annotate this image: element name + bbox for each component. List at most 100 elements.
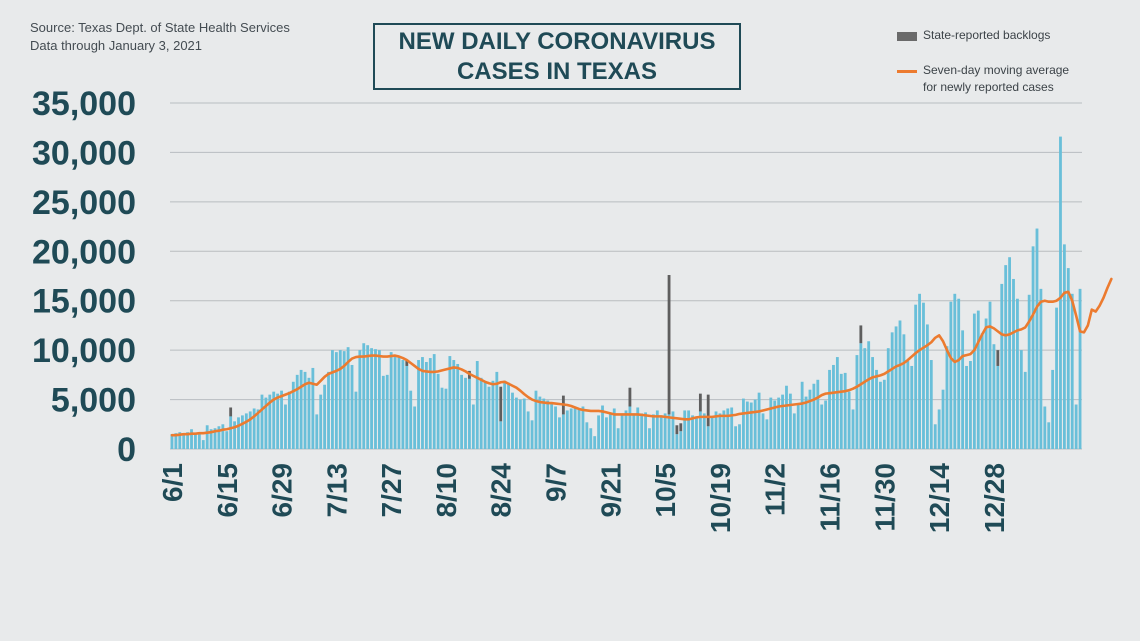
case-bar (487, 386, 491, 449)
legend-average-swatch (897, 70, 917, 73)
moving-average-line (170, 277, 1113, 437)
case-bar (546, 400, 550, 449)
case-bar (366, 345, 370, 449)
chart-title: NEW DAILY CORONAVIRUS CASES IN TEXAS (373, 23, 741, 90)
case-bar (765, 419, 769, 449)
case-bar (1019, 350, 1023, 449)
case-bar (851, 409, 855, 449)
case-bar (448, 356, 452, 449)
case-bar (1016, 298, 1019, 449)
case-bar (303, 371, 307, 449)
case-bar (456, 363, 460, 449)
case-bar (605, 417, 608, 449)
case-bar (342, 351, 346, 449)
case-bar (644, 412, 647, 449)
case-bar (538, 396, 542, 449)
case-bar (734, 426, 738, 449)
case-bar (291, 381, 295, 449)
case-bar (828, 369, 831, 449)
case-bar (726, 408, 730, 449)
case-bars (170, 136, 1082, 449)
case-bar (742, 398, 745, 449)
case-bar (992, 344, 996, 449)
case-bar (237, 417, 240, 449)
case-bar (170, 434, 174, 449)
case-bar (671, 411, 675, 449)
case-bar (346, 347, 350, 449)
case-bar (460, 374, 464, 449)
case-bar (491, 380, 495, 449)
case-bar (1051, 369, 1055, 449)
case-bar (691, 415, 694, 449)
case-bar (616, 428, 620, 449)
case-bar (718, 413, 722, 449)
case-bar (1059, 136, 1062, 449)
case-bar (965, 365, 968, 449)
case-bar (753, 399, 757, 449)
case-bar (812, 383, 816, 449)
case-bar (773, 400, 777, 449)
case-bar (561, 414, 565, 449)
case-bar (871, 357, 875, 449)
case-bar (503, 380, 507, 449)
case-bar (929, 360, 933, 449)
case-bar (714, 411, 718, 449)
backlog-bar (679, 423, 683, 432)
case-bar (495, 371, 499, 449)
case-bar (961, 330, 965, 449)
case-bar (1008, 257, 1011, 449)
y-tick-label: 5,000 (51, 382, 136, 420)
case-bar (444, 388, 448, 449)
case-bar (722, 410, 726, 449)
case-bar (749, 402, 753, 449)
case-bar (311, 367, 315, 449)
case-bar (1074, 404, 1078, 449)
legend-item-average: Seven-day moving average for newly repor… (897, 62, 1069, 96)
case-bar (651, 414, 655, 449)
case-bar (428, 358, 432, 449)
case-bar (698, 411, 702, 449)
case-bar (972, 313, 976, 449)
case-bar (377, 350, 381, 449)
x-axis-ticks: 6/1 6/15 6/29 7/13 7/27 8/10 8/24 9/7 9/21 10/5 10… (157, 463, 1010, 534)
case-bar (882, 379, 886, 449)
case-bar (511, 392, 514, 449)
backlog-bar (706, 394, 710, 427)
case-bar (534, 390, 538, 449)
case-bar (338, 350, 342, 449)
case-bar (1062, 244, 1066, 449)
case-bar (1047, 422, 1051, 449)
case-bar (800, 381, 804, 449)
case-bar (268, 394, 272, 449)
case-bar (663, 413, 667, 449)
case-bar (499, 421, 503, 449)
case-bar (518, 399, 522, 449)
source-note: Source: Texas Dept. of State Health Serv… (30, 19, 290, 55)
case-bar (1078, 288, 1082, 449)
case-bar (244, 413, 248, 449)
y-tick-label: 10,000 (32, 332, 136, 370)
case-bar (949, 301, 953, 449)
case-bar (906, 361, 910, 449)
case-bar (194, 434, 197, 449)
case-bar (761, 413, 765, 449)
case-bar (835, 357, 839, 449)
case-bar (315, 414, 319, 449)
case-bar (201, 440, 205, 449)
case-bar (898, 320, 902, 449)
x-tick-label: 6/29 (267, 463, 298, 518)
case-bar (217, 426, 221, 449)
case-bar (569, 408, 573, 449)
case-bar (1023, 371, 1027, 449)
case-bar (381, 375, 385, 449)
case-bar (804, 396, 808, 449)
case-bar (432, 354, 436, 449)
case-bar (1004, 265, 1008, 449)
case-bar (468, 378, 471, 449)
case-bar (953, 293, 957, 449)
case-bar (675, 434, 679, 449)
case-bar (526, 411, 530, 449)
case-bar (331, 350, 334, 449)
chart-title-line-2: CASES IN TEXAS (456, 57, 658, 85)
case-bar (307, 377, 311, 449)
